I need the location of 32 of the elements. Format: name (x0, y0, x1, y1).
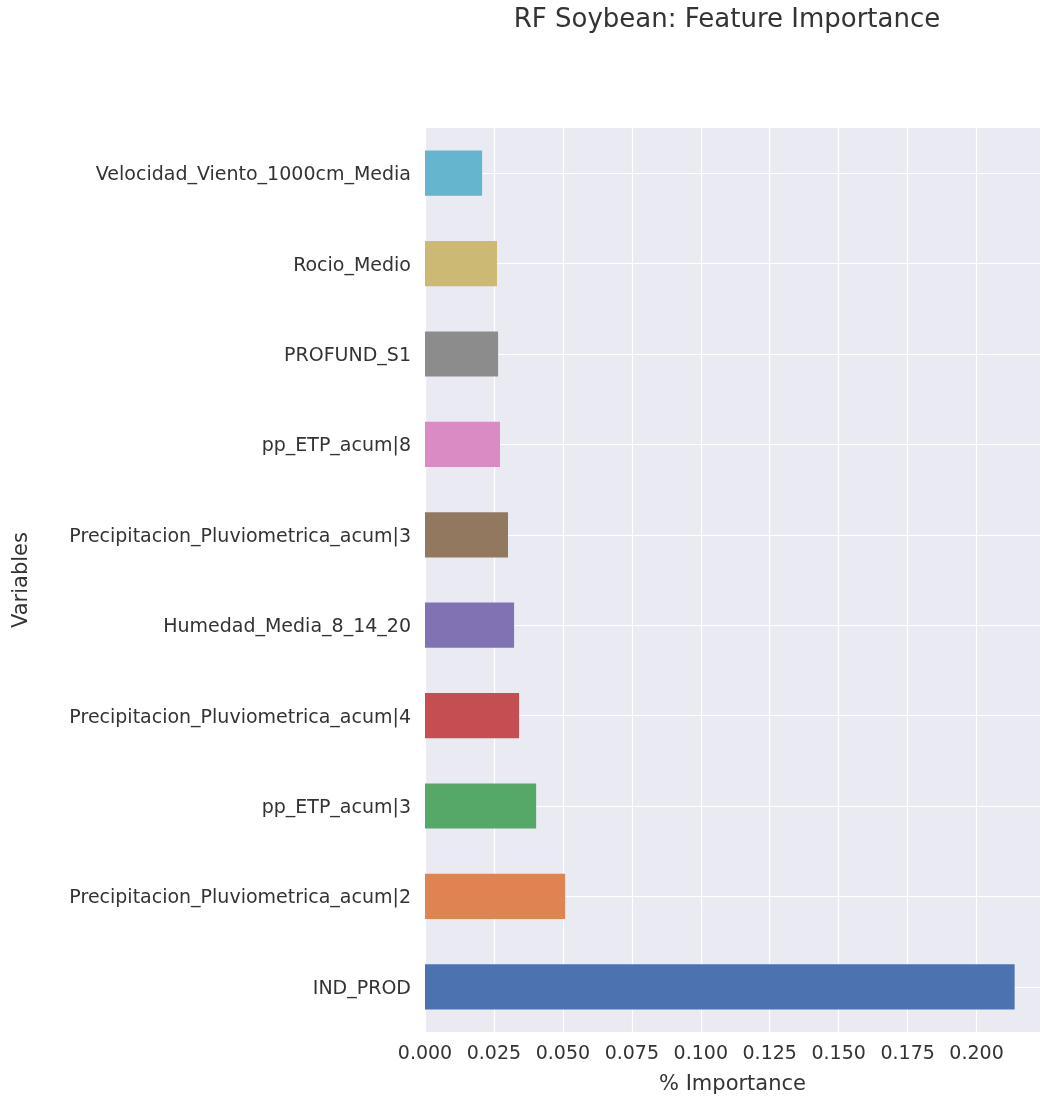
chart-title: RF Soybean: Feature Importance (513, 3, 941, 33)
x-axis-title: % Importance (659, 1070, 806, 1095)
x-tick-label: 0.125 (742, 1040, 797, 1063)
bar (425, 602, 515, 648)
x-tick-label: 0.100 (673, 1040, 728, 1063)
y-tick-label: Humedad_Media_8_14_20 (163, 614, 411, 638)
y-tick-label: Rocio_Medio (293, 252, 411, 276)
bar (425, 150, 483, 196)
x-tick-label: 0.175 (880, 1040, 935, 1063)
bar (425, 783, 537, 829)
x-tick-label: 0.025 (466, 1040, 522, 1063)
bar (425, 693, 520, 739)
x-tick-label: 0.050 (535, 1040, 591, 1063)
x-tick-label: 0.150 (811, 1040, 866, 1063)
y-tick-label: PROFUND_S1 (284, 343, 411, 366)
bar (425, 331, 499, 377)
bar (425, 873, 566, 919)
y-tick-label: Precipitacion_Pluviometrica_acum|3 (69, 523, 411, 547)
y-axis-title: Variables (7, 532, 32, 628)
y-tick-label: Precipitacion_Pluviometrica_acum|4 (69, 704, 411, 728)
x-tick-label: 0.200 (949, 1040, 1004, 1063)
bar (425, 241, 497, 287)
x-tick-label: 0.075 (604, 1040, 660, 1063)
x-tick-label: 0.000 (397, 1040, 453, 1063)
y-tick-label: IND_PROD (312, 975, 411, 999)
bar (425, 421, 501, 467)
y-tick-label: Velocidad_Viento_1000cm_Media (95, 162, 411, 186)
bar (425, 964, 1015, 1010)
y-tick-label: pp_ETP_acum|8 (261, 433, 411, 457)
y-tick-label: Precipitacion_Pluviometrica_acum|2 (69, 885, 411, 909)
bar (425, 512, 509, 558)
y-tick-label: pp_ETP_acum|3 (261, 795, 411, 818)
